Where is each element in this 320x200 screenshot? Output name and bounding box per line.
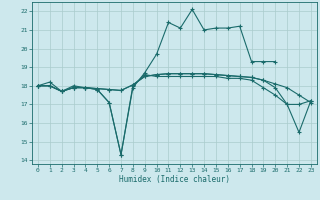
X-axis label: Humidex (Indice chaleur): Humidex (Indice chaleur) [119,175,230,184]
